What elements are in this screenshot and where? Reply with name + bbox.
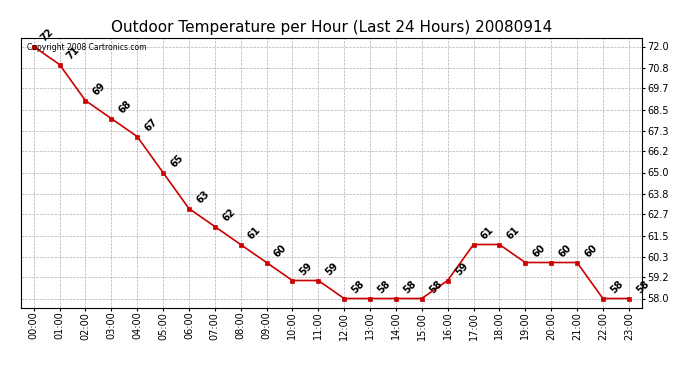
Text: 58: 58: [350, 279, 366, 296]
Text: 60: 60: [272, 243, 288, 260]
Text: 67: 67: [143, 117, 159, 134]
Text: 62: 62: [220, 207, 237, 224]
Text: 58: 58: [609, 279, 625, 296]
Text: 59: 59: [324, 261, 340, 278]
Title: Outdoor Temperature per Hour (Last 24 Hours) 20080914: Outdoor Temperature per Hour (Last 24 Ho…: [110, 20, 552, 35]
Text: 60: 60: [557, 243, 573, 260]
Text: 60: 60: [531, 243, 547, 260]
Text: 58: 58: [402, 279, 418, 296]
Text: 59: 59: [453, 261, 470, 278]
Text: 58: 58: [375, 279, 393, 296]
Text: 68: 68: [117, 99, 134, 116]
Text: 65: 65: [168, 153, 185, 170]
Text: 59: 59: [298, 261, 315, 278]
Text: 69: 69: [91, 81, 108, 98]
Text: 63: 63: [195, 189, 211, 206]
Text: Copyright 2008 Cartronics.com: Copyright 2008 Cartronics.com: [27, 43, 146, 52]
Text: 61: 61: [246, 225, 263, 242]
Text: 61: 61: [479, 225, 495, 242]
Text: 61: 61: [505, 225, 522, 242]
Text: 72: 72: [39, 27, 56, 44]
Text: 60: 60: [582, 243, 599, 260]
Text: 58: 58: [634, 279, 651, 296]
Text: 71: 71: [65, 45, 81, 62]
Text: 58: 58: [427, 279, 444, 296]
